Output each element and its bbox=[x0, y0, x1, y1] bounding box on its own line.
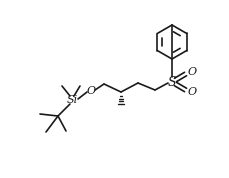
Text: Si: Si bbox=[66, 95, 77, 105]
Text: S: S bbox=[167, 75, 176, 88]
Text: O: O bbox=[187, 87, 196, 97]
Text: O: O bbox=[187, 67, 196, 77]
Text: O: O bbox=[86, 86, 95, 96]
